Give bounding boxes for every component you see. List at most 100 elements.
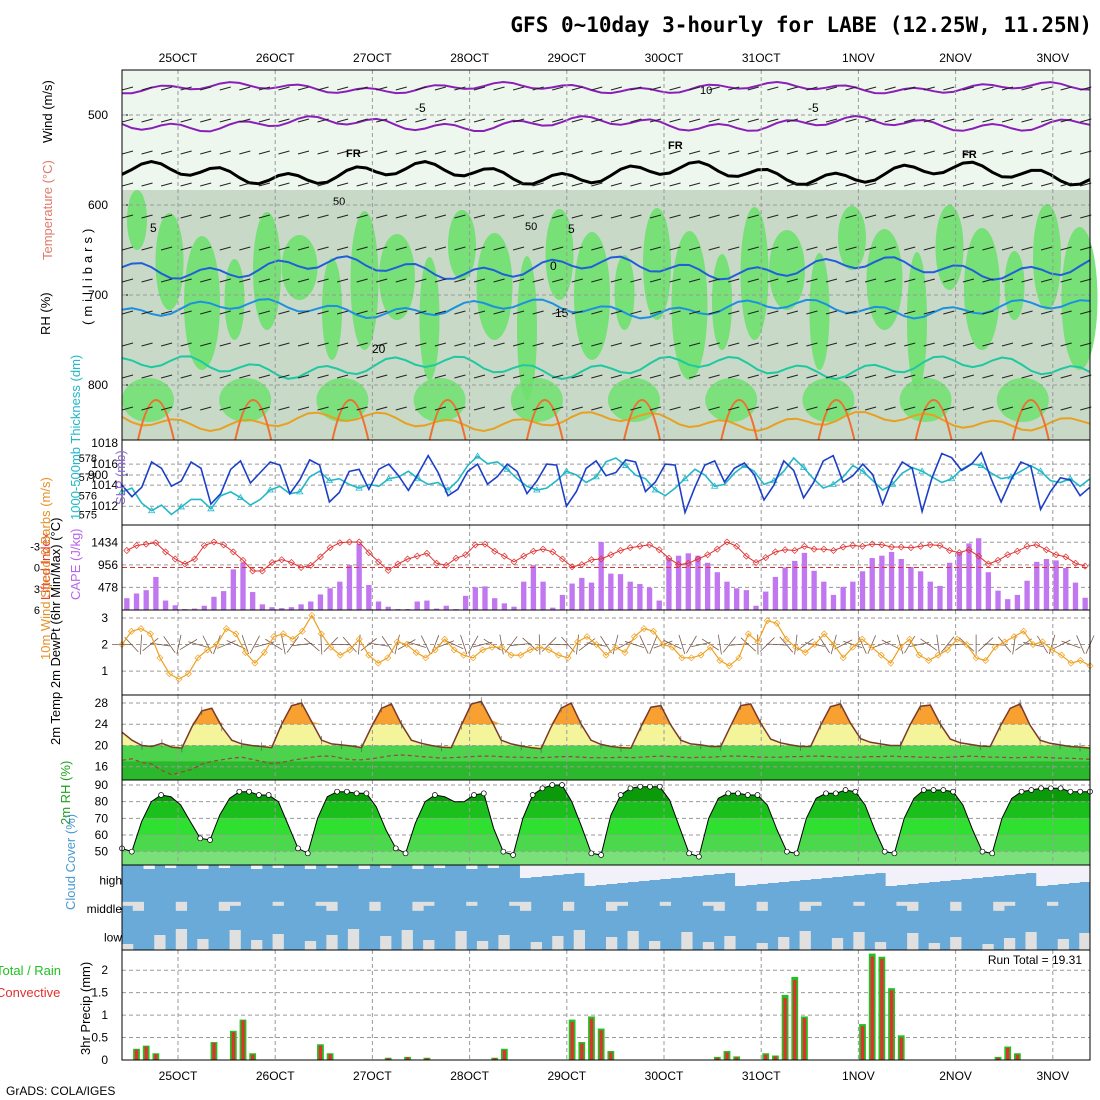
run-total-label: Run Total = 19.31 xyxy=(988,953,1083,967)
lifted-index-marker xyxy=(1023,542,1031,550)
wind-speed-marker xyxy=(725,662,733,670)
lifted-index-marker xyxy=(791,547,799,554)
thickness-marker xyxy=(147,506,156,514)
wind-barb-10m xyxy=(759,637,775,652)
low-cloud-gap xyxy=(326,935,338,950)
wind-barb xyxy=(160,150,173,155)
cape-bar xyxy=(424,600,430,610)
wind-barb xyxy=(200,182,212,187)
cape-bar xyxy=(937,585,943,610)
wind-barb xyxy=(141,278,153,283)
wind-barb xyxy=(630,246,642,251)
wind-barb-10m xyxy=(179,639,198,651)
wind-barb xyxy=(610,118,623,123)
rh-marker xyxy=(402,850,409,857)
wind-barb xyxy=(962,118,975,123)
high-cloud-gap xyxy=(767,865,779,883)
thickness-marker xyxy=(236,493,245,500)
thickness-marker xyxy=(859,467,867,474)
wind-barb xyxy=(141,374,153,379)
wind-barb xyxy=(669,246,681,251)
middle-cloud-gap xyxy=(315,901,327,906)
low-cloud-gap xyxy=(304,941,317,950)
cape-bar xyxy=(191,608,198,610)
wind-speed-marker xyxy=(649,627,657,635)
cape-bar xyxy=(482,586,488,610)
wind-barb xyxy=(1040,278,1053,283)
lifted-index-marker xyxy=(888,543,896,551)
wind-barb xyxy=(1060,182,1072,187)
wind-barb xyxy=(200,374,212,379)
lifted-index-marker xyxy=(413,552,421,560)
date-label-bottom: 25OCT xyxy=(159,1069,198,1083)
thickness-marker xyxy=(799,463,808,470)
rh-moist-cell xyxy=(614,255,635,330)
wind-barb xyxy=(786,118,799,123)
surface-heating-contour xyxy=(331,399,370,441)
lifted-index-marker xyxy=(316,553,324,561)
wind-barb xyxy=(728,118,740,123)
rh-moist-cell xyxy=(1061,227,1098,370)
lifted-index-marker xyxy=(181,560,189,568)
wind-barb xyxy=(317,150,329,155)
precip-convective-bar xyxy=(134,1049,139,1060)
rh-band xyxy=(122,801,1090,819)
wind-barb xyxy=(297,86,310,91)
wind-barb xyxy=(336,182,349,187)
rh-moist-cell xyxy=(1004,251,1025,320)
wind-barb xyxy=(767,150,779,155)
high-cloud-gap xyxy=(702,865,715,875)
thickness-marker xyxy=(681,474,689,482)
wind-barb xyxy=(1060,342,1072,347)
wind-barb xyxy=(200,246,212,251)
wind-speed-marker xyxy=(611,643,619,651)
lifted-index-marker xyxy=(626,544,634,552)
wind-barb xyxy=(278,310,290,315)
wind-barb xyxy=(552,118,564,123)
wind-barb xyxy=(610,374,623,379)
wind-barb-10m xyxy=(834,639,853,650)
cape-bar xyxy=(888,551,895,610)
wind-barb xyxy=(747,150,759,155)
wind-axis-label: 10m Wind Speed & Barbs (m/s) xyxy=(38,477,53,660)
rh-lower-cell xyxy=(316,378,369,422)
wind-barb xyxy=(630,182,642,187)
wind-barb xyxy=(180,374,192,379)
wind-barb xyxy=(904,278,916,283)
wind-barb xyxy=(552,86,564,91)
lifted-index-marker xyxy=(171,555,179,563)
wind-barb-10m xyxy=(691,641,711,648)
wind-barb xyxy=(688,278,701,283)
wind-barb xyxy=(200,86,212,91)
rh-moist-cell xyxy=(379,234,415,320)
wind-barb xyxy=(845,86,857,91)
rh-moist-cell xyxy=(740,207,769,340)
wind-barb xyxy=(571,278,583,283)
wind-speed-marker xyxy=(906,635,914,643)
wind-barb xyxy=(1040,182,1053,187)
middle-cloud-gap xyxy=(412,901,424,911)
rh-marker xyxy=(344,788,350,795)
rh-moist-cell xyxy=(769,230,805,310)
wind-barb xyxy=(395,406,407,411)
precip-convective-bar xyxy=(405,1057,410,1060)
wind-barb xyxy=(454,118,466,123)
wind-barb xyxy=(1021,182,1033,187)
wind-barb xyxy=(415,182,427,187)
wind-barb xyxy=(512,374,525,379)
pressure-tick-label: 900 xyxy=(88,468,108,482)
isotherm-label: 5 xyxy=(150,221,157,235)
wind-barb xyxy=(434,278,447,283)
thickness-line xyxy=(121,455,1091,516)
lifted-index-marker xyxy=(665,554,673,562)
wind-barb xyxy=(943,214,955,219)
wind-speed-marker xyxy=(630,633,638,641)
precip-convective-bar xyxy=(212,1042,216,1060)
wind-barb xyxy=(1060,406,1072,411)
lifted-index-marker xyxy=(810,545,818,553)
wind-barb-10m xyxy=(320,634,323,655)
wind-speed-marker xyxy=(915,651,923,659)
wind-barb xyxy=(336,246,349,251)
wind-barb xyxy=(630,310,642,315)
wind-barb xyxy=(982,118,994,123)
